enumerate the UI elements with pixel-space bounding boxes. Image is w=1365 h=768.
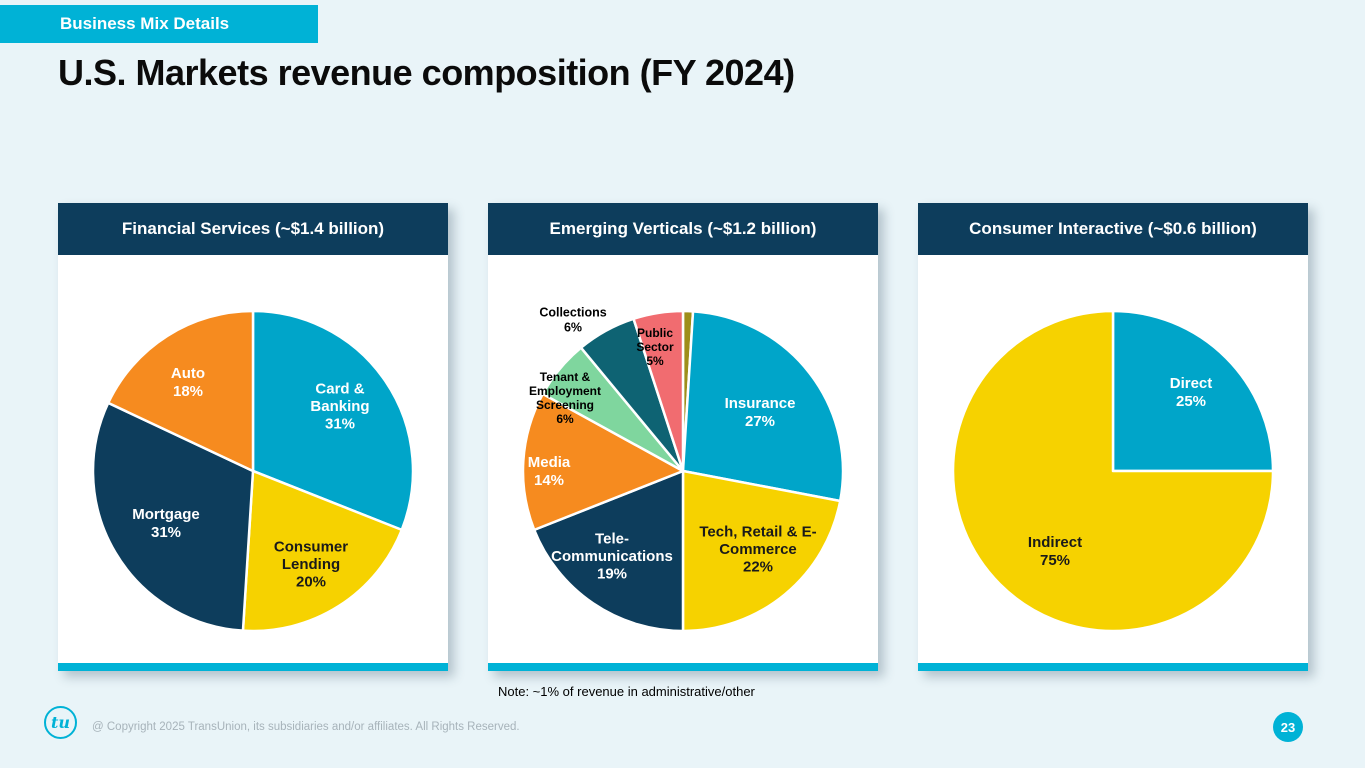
pie-slice-label: Insurance 27% <box>725 395 796 430</box>
chart-card-header: Financial Services (~$1.4 billion) <box>58 203 448 255</box>
footnote: Note: ~1% of revenue in administrative/o… <box>498 684 755 699</box>
pie-slice <box>681 310 845 503</box>
chart-card-title: Consumer Interactive (~$0.6 billion) <box>969 219 1257 238</box>
card-accent-strip <box>488 663 878 671</box>
pie-slice <box>106 309 255 473</box>
pie-slice-label: Indirect 75% <box>1028 534 1082 569</box>
pie-slice-label: Auto 18% <box>171 365 205 400</box>
pie-slice-label: Public Sector 5% <box>636 326 674 368</box>
copyright-text: @ Copyright 2025 TransUnion, its subsidi… <box>92 721 520 733</box>
pie-chart-financial-services: Card & Banking 31% Consumer Lending 20% Mortga… <box>91 309 415 633</box>
pie-slice-label: Consumer Lending 20% <box>274 538 348 590</box>
pie-chart-emerging-verticals: Insurance 27% Tech, Retail & E-Commerce 22%… <box>521 306 845 633</box>
transunion-logo: tu <box>44 706 77 739</box>
card-accent-strip <box>58 663 448 671</box>
pie-slice <box>1111 309 1275 473</box>
pie-slice <box>91 401 255 632</box>
pie-slice <box>632 309 685 473</box>
transunion-logo-text: tu <box>50 713 71 732</box>
chart-card-emerging-verticals: Emerging Verticals (~$1.2 billion) Insur… <box>488 203 878 671</box>
chart-card-header: Consumer Interactive (~$0.6 billion) <box>918 203 1308 255</box>
chart-card-financial-services: Financial Services (~$1.4 billion) Card … <box>58 203 448 671</box>
slide-tag-badge: Business Mix Details <box>0 5 318 43</box>
pie-slice-label: Mortgage 31% <box>132 506 200 541</box>
pie-slice-label: Card & Banking 31% <box>310 380 369 432</box>
pie-slice-label: Tech, Retail & E-Commerce 22% <box>699 523 816 575</box>
pie-slice <box>241 469 404 633</box>
card-accent-strip <box>918 663 1308 671</box>
slide-tag-label: Business Mix Details <box>60 14 230 33</box>
pie-slice <box>532 469 685 633</box>
chart-card-title: Financial Services (~$1.4 billion) <box>121 219 385 238</box>
pie-chart-consumer-interactive: Direct 25% Indirect 75% <box>951 309 1275 633</box>
chart-card-body: Direct 25% Indirect 75% <box>918 255 1308 663</box>
pie-slice-label: Collections 6% <box>539 306 606 335</box>
chart-card-body: Insurance 27% Tech, Retail & E-Commerce 22%… <box>488 255 878 663</box>
page-title: U.S. Markets revenue composition (FY 202… <box>58 52 795 93</box>
pie-slice-label: Tele-Communications 19% <box>551 530 673 582</box>
pie-slice <box>251 309 415 532</box>
chart-card-header: Emerging Verticals (~$1.2 billion) <box>488 203 878 255</box>
chart-card-title: Emerging Verticals (~$1.2 billion) <box>549 219 817 238</box>
pie-slice <box>681 469 842 633</box>
pie-slice <box>521 392 685 532</box>
pie-slice-label: Direct 25% <box>1170 375 1213 410</box>
chart-card-body: Card & Banking 31% Consumer Lending 20% Mortga… <box>58 255 448 663</box>
chart-card-consumer-interactive: Consumer Interactive (~$0.6 billion) Dir… <box>918 203 1308 671</box>
pie-slice <box>951 309 1275 633</box>
page-number-badge: 23 <box>1273 712 1303 742</box>
pie-slice-label: Tenant & Employment Screening 6% <box>529 370 601 426</box>
pie-slice-label: Media 14% <box>528 454 571 489</box>
